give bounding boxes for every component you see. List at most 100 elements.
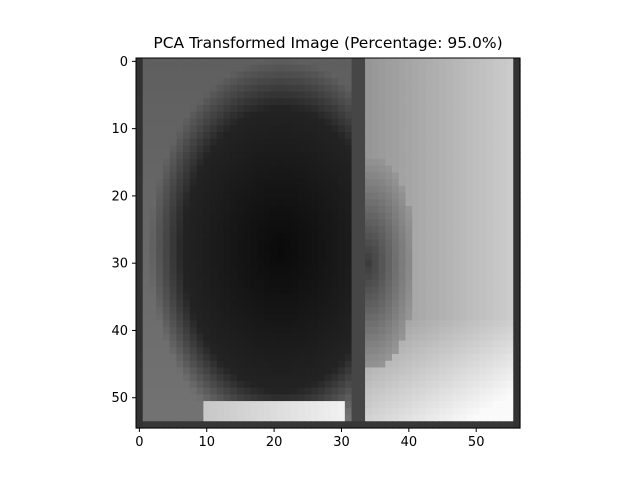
- heatmap-cell: [223, 340, 231, 348]
- heatmap-cell: [243, 226, 252, 234]
- heatmap-cell: [513, 313, 521, 321]
- heatmap-cell: [479, 239, 487, 247]
- heatmap-cell: [257, 84, 265, 93]
- heatmap-cell: [142, 172, 151, 180]
- heatmap-cell: [338, 253, 346, 261]
- heatmap-cell: [378, 253, 386, 261]
- heatmap-cell: [371, 132, 380, 140]
- heatmap-cell: [270, 380, 279, 389]
- heatmap-cell: [136, 414, 144, 422]
- heatmap-cell: [486, 253, 494, 261]
- heatmap-cell: [317, 354, 326, 362]
- heatmap-cell: [270, 78, 279, 86]
- heatmap-cell: [392, 192, 400, 200]
- heatmap-cell: [189, 320, 198, 328]
- heatmap-cell: [290, 306, 299, 315]
- heatmap-cell: [250, 199, 258, 207]
- heatmap-cell: [338, 226, 346, 234]
- heatmap-cell: [223, 71, 231, 79]
- heatmap-cell: [311, 421, 319, 429]
- heatmap-cell: [378, 347, 386, 355]
- heatmap-cell: [398, 380, 407, 389]
- heatmap-cell: [216, 158, 225, 167]
- heatmap-cell: [499, 300, 508, 308]
- heatmap-cell: [297, 179, 306, 187]
- heatmap-cell: [338, 78, 346, 86]
- heatmap-cell: [418, 165, 427, 173]
- heatmap-cell: [439, 380, 447, 389]
- heatmap-cell: [351, 306, 359, 315]
- heatmap-cell: [237, 259, 245, 268]
- heatmap-cell: [311, 78, 319, 86]
- heatmap-cell: [149, 78, 157, 86]
- heatmap-cell: [169, 226, 178, 234]
- heatmap-cell: [412, 98, 420, 106]
- heatmap-cell: [418, 98, 427, 106]
- heatmap-cell: [358, 185, 366, 194]
- heatmap-cell: [439, 232, 447, 241]
- heatmap-cell: [385, 118, 393, 126]
- heatmap-cell: [405, 58, 413, 66]
- heatmap-cell: [189, 367, 198, 375]
- heatmap-cell: [169, 152, 178, 160]
- heatmap-cell: [176, 239, 184, 247]
- heatmap-cell: [338, 360, 346, 369]
- heatmap-cell: [439, 293, 447, 301]
- heatmap-cell: [371, 192, 380, 200]
- heatmap-cell: [506, 118, 514, 126]
- heatmap-cell: [412, 387, 420, 395]
- heatmap-cell: [230, 232, 238, 241]
- heatmap-cell: [466, 158, 474, 167]
- heatmap-cell: [149, 199, 157, 207]
- heatmap-cell: [284, 259, 292, 268]
- heatmap-cell: [412, 300, 420, 308]
- heatmap-cell: [189, 293, 198, 301]
- heatmap-cell: [311, 84, 319, 93]
- heatmap-cell: [290, 111, 299, 120]
- axes-frame: [135, 57, 521, 429]
- heatmap-cell: [311, 179, 319, 187]
- heatmap-cell: [513, 239, 521, 247]
- heatmap-cell: [270, 111, 279, 120]
- heatmap-cell: [162, 206, 171, 214]
- heatmap-cell: [486, 165, 494, 173]
- heatmap-cell: [203, 394, 211, 402]
- heatmap-cell: [142, 152, 151, 160]
- heatmap-cell: [365, 401, 373, 409]
- heatmap-cell: [479, 266, 487, 274]
- heatmap-cell: [418, 313, 427, 321]
- heatmap-cell: [196, 232, 204, 241]
- heatmap-cell: [392, 219, 400, 227]
- heatmap-cell: [277, 280, 285, 288]
- heatmap-cell: [459, 212, 467, 221]
- heatmap-cell: [425, 360, 434, 369]
- heatmap-cell: [162, 246, 171, 254]
- heatmap-cell: [223, 138, 231, 147]
- heatmap-cell: [304, 340, 312, 348]
- heatmap-cell: [284, 132, 292, 140]
- heatmap-cell: [297, 293, 306, 301]
- heatmap-cell: [324, 212, 332, 221]
- heatmap-cell: [290, 414, 299, 422]
- heatmap-cell: [169, 360, 178, 369]
- heatmap-cell: [338, 84, 346, 93]
- heatmap-cell: [513, 407, 521, 416]
- heatmap-cell: [176, 340, 184, 348]
- heatmap-cell: [250, 246, 258, 254]
- heatmap-cell: [297, 64, 306, 73]
- heatmap-cell: [371, 111, 380, 120]
- heatmap-cell: [237, 226, 245, 234]
- heatmap-cell: [284, 212, 292, 221]
- heatmap-cell: [358, 111, 366, 120]
- heatmap-cell: [331, 98, 339, 106]
- heatmap-cell: [257, 111, 265, 120]
- heatmap-cell: [378, 78, 386, 86]
- heatmap-cell: [445, 246, 454, 254]
- heatmap-cell: [425, 320, 434, 328]
- heatmap-cell: [459, 125, 467, 133]
- heatmap-cell: [418, 219, 427, 227]
- heatmap-cell: [196, 132, 204, 140]
- heatmap-cell: [358, 158, 366, 167]
- heatmap-cell: [499, 401, 508, 409]
- heatmap-cell: [459, 313, 467, 321]
